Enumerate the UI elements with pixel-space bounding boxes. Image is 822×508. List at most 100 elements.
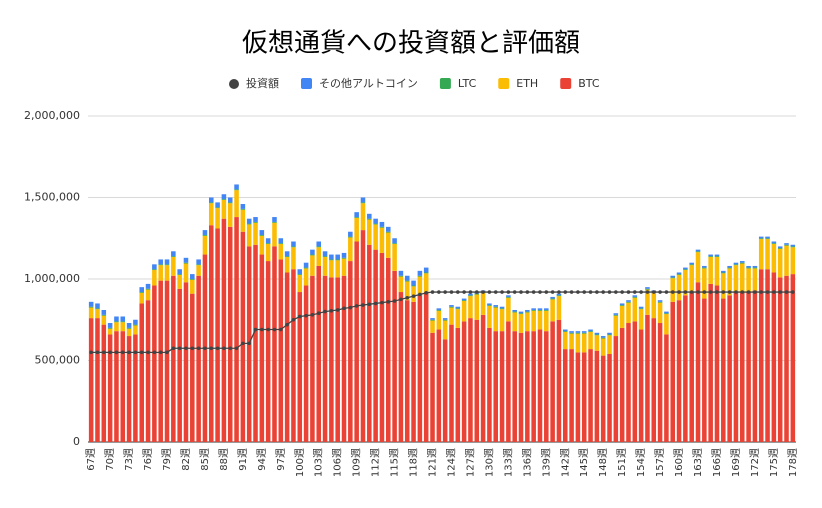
bar-segment [284, 256, 290, 257]
bar-segment [588, 349, 593, 442]
y-tick-label: 2,000,000 [24, 109, 80, 122]
bar-segment [746, 265, 751, 268]
bar-segment [417, 295, 423, 442]
bar-segment [126, 323, 132, 328]
line-point [493, 290, 498, 294]
x-tick-label: 154週 [635, 448, 647, 477]
bar-segment [461, 321, 467, 442]
bar-segment [531, 309, 536, 311]
bar-segment [158, 265, 163, 281]
x-tick-label: 133週 [502, 448, 514, 477]
bar-segment [322, 256, 328, 257]
bar-segment [556, 293, 562, 296]
bar-segment [379, 221, 385, 227]
bar-segment [525, 331, 530, 442]
bar-segment [133, 319, 138, 325]
bar-segment [765, 239, 770, 270]
bar-segment [702, 268, 707, 299]
line-point [765, 290, 770, 294]
bar-segment [474, 319, 480, 442]
line-point [177, 346, 182, 351]
bar-segment [348, 261, 353, 442]
bar-segment [569, 333, 574, 350]
bar-segment [158, 280, 163, 442]
bar-segment [101, 315, 107, 325]
bar-segment [335, 254, 340, 260]
bar-segment [487, 327, 492, 442]
bar-segment [607, 334, 612, 336]
bar-segment [771, 243, 777, 273]
x-tick-label: 121週 [427, 448, 439, 477]
bar-segment [120, 331, 126, 442]
line-point [260, 327, 264, 332]
bar-segment [430, 319, 435, 321]
bar-segment [190, 293, 195, 442]
bar-segment [758, 238, 764, 240]
bar-segment [752, 290, 758, 442]
bar-segment [600, 337, 606, 339]
bar-segment [689, 264, 694, 266]
x-tick-label: 163週 [692, 448, 704, 477]
bar-segment [221, 199, 227, 200]
bar-segment [468, 318, 473, 442]
bar-segment [556, 296, 562, 320]
line-point [696, 290, 700, 294]
bar-segment [152, 285, 157, 442]
bar-segment [183, 262, 189, 264]
x-tick-label: 118週 [408, 448, 420, 477]
x-tick-label: 160週 [673, 448, 685, 477]
bar-segment [784, 244, 789, 246]
bar-segment [164, 280, 170, 442]
bar-segment [689, 292, 694, 442]
bar-segment [455, 327, 461, 442]
bar-segment [133, 325, 138, 335]
bar-segment [562, 331, 568, 332]
bar-segment [512, 331, 517, 442]
bar-segment [114, 316, 119, 322]
bar-segment [594, 334, 600, 336]
line-point [158, 350, 163, 355]
legend-item: その他アルトコイン [301, 77, 418, 90]
bar-segment [341, 257, 347, 259]
bar-segment [752, 267, 758, 269]
bar-segment [95, 309, 100, 319]
x-tick-label: 88週 [218, 448, 230, 471]
bar-segment [126, 328, 132, 337]
line-point [531, 290, 536, 294]
bar-segment [771, 272, 777, 442]
bar-segment [322, 256, 328, 276]
bar-segment [556, 319, 562, 442]
bar-segment [613, 336, 619, 442]
bar-segment [562, 331, 568, 350]
bar-segment [708, 283, 713, 442]
legend-swatch [560, 78, 572, 89]
line-point [715, 290, 719, 294]
bar-segment [126, 327, 132, 329]
bar-segment [525, 311, 530, 313]
bar-segment [581, 333, 587, 353]
bar-segment [632, 295, 638, 297]
bar-segment [291, 246, 296, 248]
line-point [272, 327, 277, 332]
x-tick-label: 70週 [104, 448, 116, 471]
bar-segment [171, 275, 176, 442]
bar-segment [670, 278, 676, 302]
bar-segment [164, 259, 170, 265]
line-point [380, 300, 384, 305]
bar-segment [727, 268, 732, 296]
x-tick-label: 172週 [749, 448, 761, 477]
line-point [601, 290, 605, 294]
line-point [89, 350, 93, 355]
bar-segment [607, 353, 612, 442]
chart-title: 仮想通貨への投資額と評価額 [242, 29, 580, 59]
bar-segment [246, 223, 252, 225]
line-point [633, 290, 637, 294]
bar-segment [512, 309, 517, 312]
bar-segment [575, 333, 581, 353]
bar-segment [714, 254, 720, 257]
bar-segment [114, 331, 119, 442]
bar-segment [537, 308, 543, 310]
x-tick-label: 76週 [142, 448, 154, 471]
bar-segment [385, 257, 391, 442]
bar-segment [727, 295, 732, 442]
